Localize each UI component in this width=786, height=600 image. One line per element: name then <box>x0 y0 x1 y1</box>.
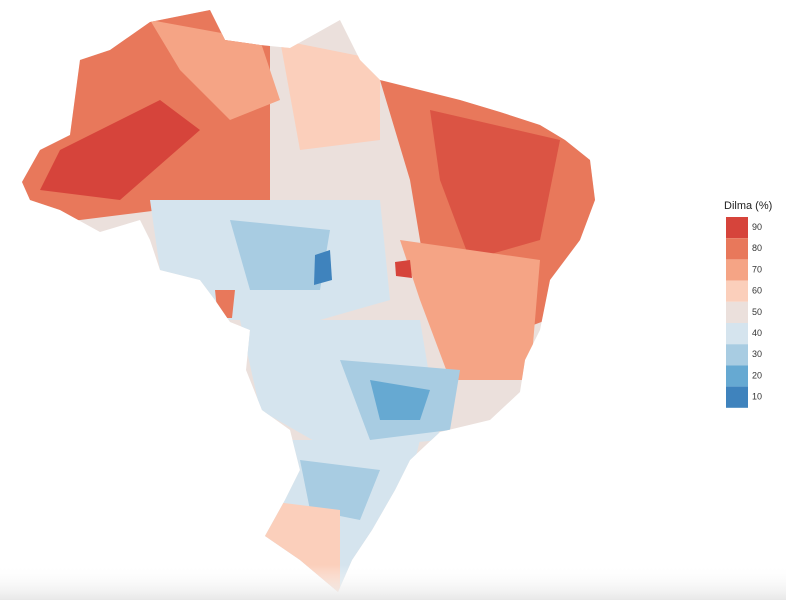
legend-swatch <box>726 365 748 387</box>
brazil-map <box>22 10 595 592</box>
legend-swatch <box>726 323 748 345</box>
legend: Dilma (%) 90 80 70 60 50 40 30 20 10 <box>724 200 772 408</box>
legend-label: 20 <box>752 370 762 380</box>
legend-label: 60 <box>752 286 762 296</box>
legend-label: 40 <box>752 328 762 338</box>
legend-label: 50 <box>752 307 762 317</box>
legend-label: 10 <box>752 392 762 402</box>
legend-swatch <box>726 386 748 408</box>
legend-title: Dilma (%) <box>724 200 772 212</box>
legend-label: 30 <box>752 349 762 359</box>
legend-swatch <box>726 301 748 323</box>
bottom-fade <box>0 565 786 600</box>
legend-label: 90 <box>752 222 762 232</box>
legend-swatch <box>726 259 748 281</box>
legend-swatch <box>726 217 748 239</box>
legend-label: 70 <box>752 264 762 274</box>
legend-swatch <box>726 280 748 302</box>
legend-swatch <box>726 238 748 260</box>
legend-swatch <box>726 344 748 366</box>
legend-label: 80 <box>752 243 762 253</box>
